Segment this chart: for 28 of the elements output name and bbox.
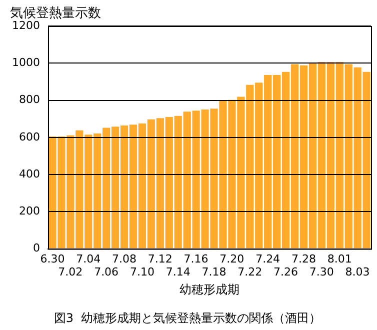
y-tick-label: 1200 (12, 18, 40, 32)
x-tick-label: 7.30 (309, 265, 334, 278)
x-tick-label: 7.06 (94, 265, 119, 278)
y-tick-label: 600 (18, 130, 40, 144)
y-axis-title: 気候登熱量示数 (10, 5, 101, 21)
x-tick-label: 8.01 (327, 252, 352, 266)
y-tick-label: 1000 (12, 56, 40, 69)
text: 図3 幼穂形成期と気候登熱量示数の関係（酒田） (54, 310, 322, 325)
y-tick-label: 400 (18, 167, 40, 180)
x-tick-label: 7.28 (291, 252, 316, 266)
x-tick-label: 7.20 (220, 252, 244, 266)
y-tick-label: 200 (18, 204, 40, 218)
x-tick-label: 7.16 (184, 252, 208, 266)
x-tick-label: 7.04 (76, 252, 101, 266)
x-axis-title: 幼穂形成期 (179, 282, 240, 297)
x-tick-label: 7.24 (256, 252, 280, 266)
y-tick-label: 0 (32, 242, 40, 255)
x-tick-label: 7.02 (58, 265, 83, 278)
x-tick-label: 8.03 (345, 265, 370, 278)
x-tick-label: 7.18 (202, 265, 226, 278)
x-tick-label: 7.12 (148, 252, 172, 266)
x-tick-label: 6.30 (40, 252, 65, 266)
y-tick-label: 800 (18, 93, 40, 106)
x-tick-label: 7.22 (238, 265, 262, 278)
x-tick-label: 7.14 (166, 265, 190, 278)
x-tick-label: 7.26 (274, 265, 298, 278)
x-tick-label: 7.08 (112, 252, 137, 266)
x-tick-label: 7.10 (130, 265, 154, 278)
